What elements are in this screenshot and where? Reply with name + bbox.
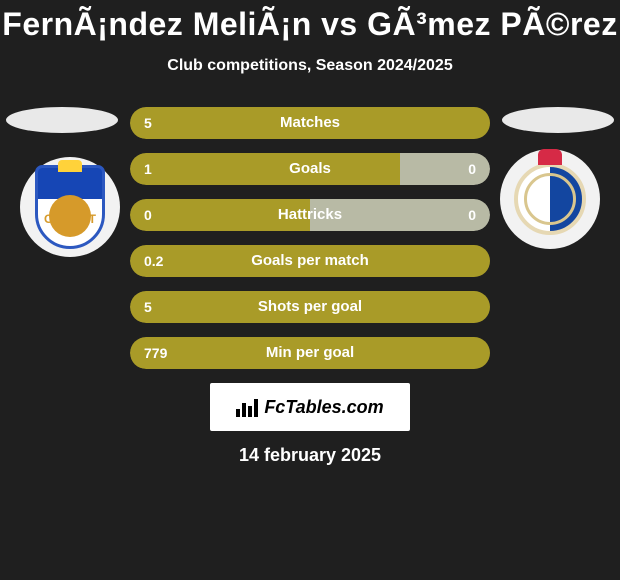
- site-label: FcTables.com: [264, 397, 383, 418]
- date-text: 14 february 2025: [0, 445, 620, 466]
- player2-marker-oval: [502, 107, 614, 133]
- stat-bar-row: 5Shots per goal: [130, 291, 490, 323]
- bar-chart-icon: [236, 397, 258, 417]
- deportivo-crest-icon: [514, 163, 586, 235]
- stat-bar-right-value: 0: [400, 153, 490, 185]
- stat-bar-row: 10Goals: [130, 153, 490, 185]
- stat-bar-row: 0.2Goals per match: [130, 245, 490, 277]
- stat-bar-left-value: 5: [130, 291, 490, 323]
- comparison-area: C T 5Matches 10Goals 00Hattricks 0.2Goals p…: [0, 107, 620, 369]
- stat-bar-right-value: 0: [310, 199, 490, 231]
- stat-bars: 5Matches 10Goals 00Hattricks 0.2Goals per m…: [130, 107, 490, 369]
- stat-bar-row: 779Min per goal: [130, 337, 490, 369]
- stat-bar-left-value: 1: [130, 153, 400, 185]
- subtitle: Club competitions, Season 2024/2025: [0, 57, 620, 75]
- stat-bar-left-value: 779: [130, 337, 490, 369]
- team-logo-right: [500, 149, 600, 249]
- player1-marker-oval: [6, 107, 118, 133]
- stat-bar-left-value: 5: [130, 107, 490, 139]
- stat-bar-row: 00Hattricks: [130, 199, 490, 231]
- page-title: FernÃ¡ndez MeliÃ¡n vs GÃ³mez PÃ©rez: [0, 0, 620, 43]
- stat-bar-row: 5Matches: [130, 107, 490, 139]
- tenerife-crest-icon: C T: [35, 165, 105, 249]
- site-watermark: FcTables.com: [210, 383, 410, 431]
- stat-bar-left-value: 0: [130, 199, 310, 231]
- stat-bar-left-value: 0.2: [130, 245, 490, 277]
- team-logo-left: C T: [20, 157, 120, 257]
